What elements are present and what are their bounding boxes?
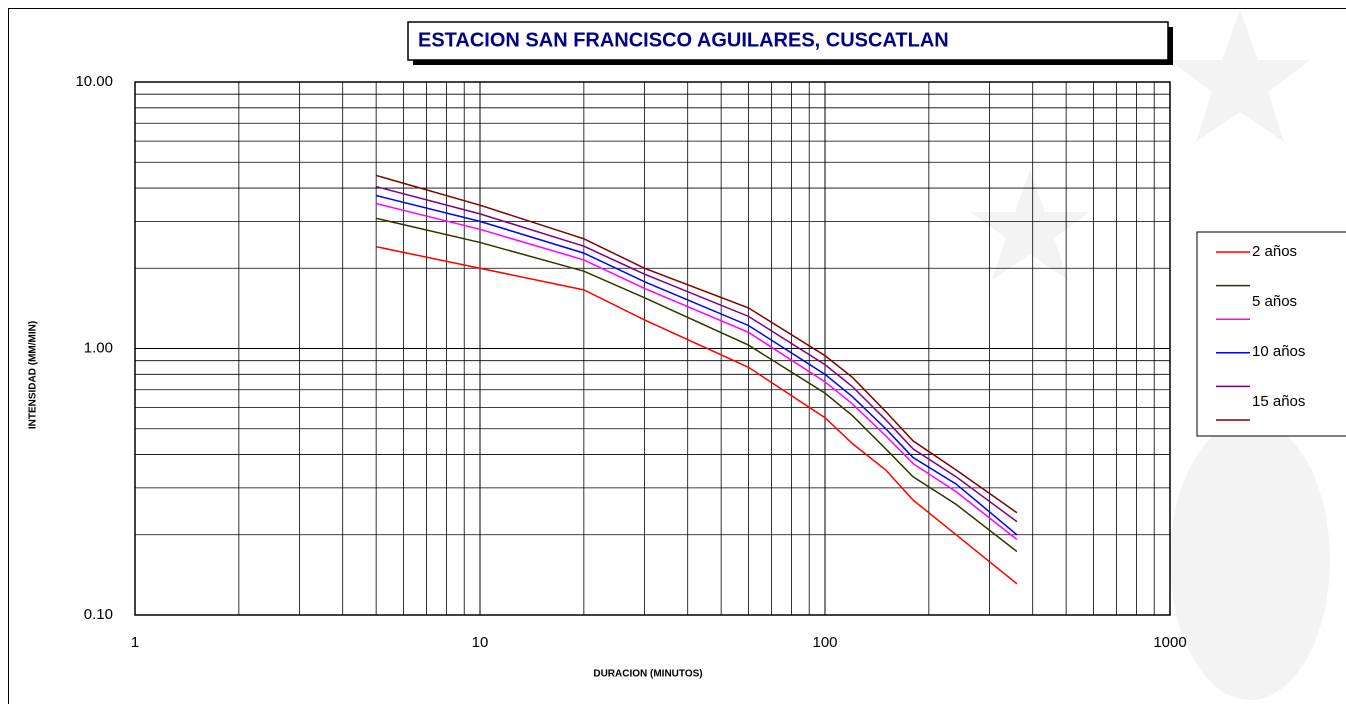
x-tick-label: 1 xyxy=(131,634,139,651)
x-tick-label: 10 xyxy=(472,634,489,651)
x-tick-label: 1000 xyxy=(1153,634,1186,651)
y-axis-label: INTENSIDAD (MM/MIN) xyxy=(28,321,39,429)
title-box xyxy=(407,21,1169,61)
legend-label: 10 años xyxy=(1252,343,1305,360)
y-tick-label: 0.10 xyxy=(84,606,113,623)
data-line xyxy=(375,217,1018,553)
chart-title: ESTACION SAN FRANCISCO AGUILARES, CUSCAT… xyxy=(418,29,949,51)
watermark xyxy=(970,10,1330,700)
legend-label: 15 años xyxy=(1252,393,1305,410)
data-line xyxy=(375,245,1018,585)
data-line xyxy=(375,194,1018,536)
data-line xyxy=(375,202,1018,541)
data-line xyxy=(375,185,1018,523)
y-tick-label: 10.00 xyxy=(75,73,113,90)
legend-label: 5 años xyxy=(1252,293,1297,310)
x-tick-label: 100 xyxy=(812,634,837,651)
data-line xyxy=(375,174,1018,514)
legend-box xyxy=(1196,231,1346,437)
chart-frame xyxy=(8,8,1346,704)
plot-border xyxy=(134,81,1171,616)
x-axis-label: DURACION (MINUTOS) xyxy=(593,669,702,680)
legend-label: 2 años xyxy=(1252,243,1297,260)
y-tick-label: 1.00 xyxy=(84,339,113,356)
